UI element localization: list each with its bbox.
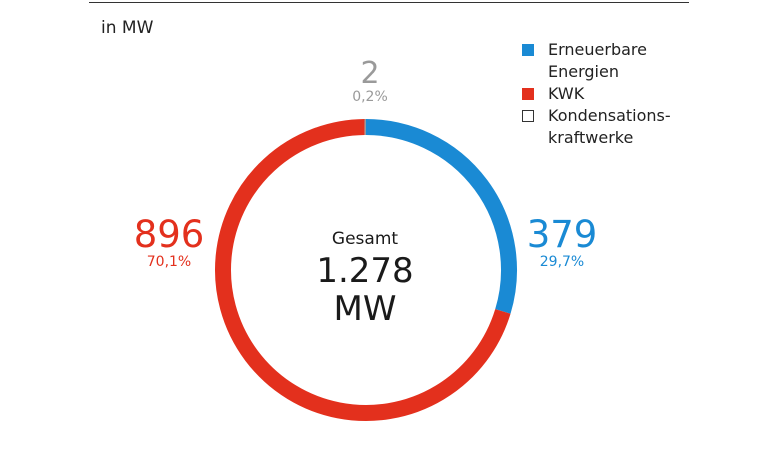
legend-item-kwk: KWK (520, 83, 720, 105)
data-label-erneuerbare: 379 29,7% (522, 213, 602, 271)
data-label-kwk-percent: 70,1% (146, 254, 192, 270)
center-unit: MW (333, 289, 397, 329)
donut-slice-erneuerbare (365, 119, 517, 314)
data-label-kwk-value: 896 (133, 213, 205, 256)
data-label-kondensation-percent: 0,2% (352, 89, 388, 105)
data-label-erneuerbare-value: 379 (526, 213, 598, 256)
legend-swatch-erneuerbare (522, 44, 534, 56)
unit-label: in MW (101, 18, 154, 38)
legend-label-kondensation: Kondensations-kraftwerke (548, 106, 671, 147)
top-rule (89, 2, 689, 3)
legend-label-erneuerbare: Erneuerbare Energien (548, 40, 647, 81)
center-total-value: 1.278 (316, 251, 414, 291)
chart-legend: Erneuerbare Energien KWK Kondensations-k… (520, 39, 720, 149)
legend-item-erneuerbare: Erneuerbare Energien (520, 39, 720, 83)
legend-swatch-kondensation (522, 110, 534, 122)
legend-item-kondensation: Kondensations-kraftwerke (520, 105, 720, 149)
legend-swatch-kwk (522, 88, 534, 100)
data-label-kondensation-value: 2 (360, 56, 380, 91)
donut-slice-kwk (215, 119, 511, 421)
legend-label-kwk: KWK (548, 84, 585, 103)
data-label-erneuerbare-percent: 29,7% (539, 254, 585, 270)
center-label: Gesamt (331, 229, 399, 249)
data-label-kwk: 896 70,1% (124, 213, 214, 271)
data-label-kondensation: 2 0,2% (330, 56, 410, 106)
donut-center: Gesamt 1.278 MW (260, 229, 470, 328)
